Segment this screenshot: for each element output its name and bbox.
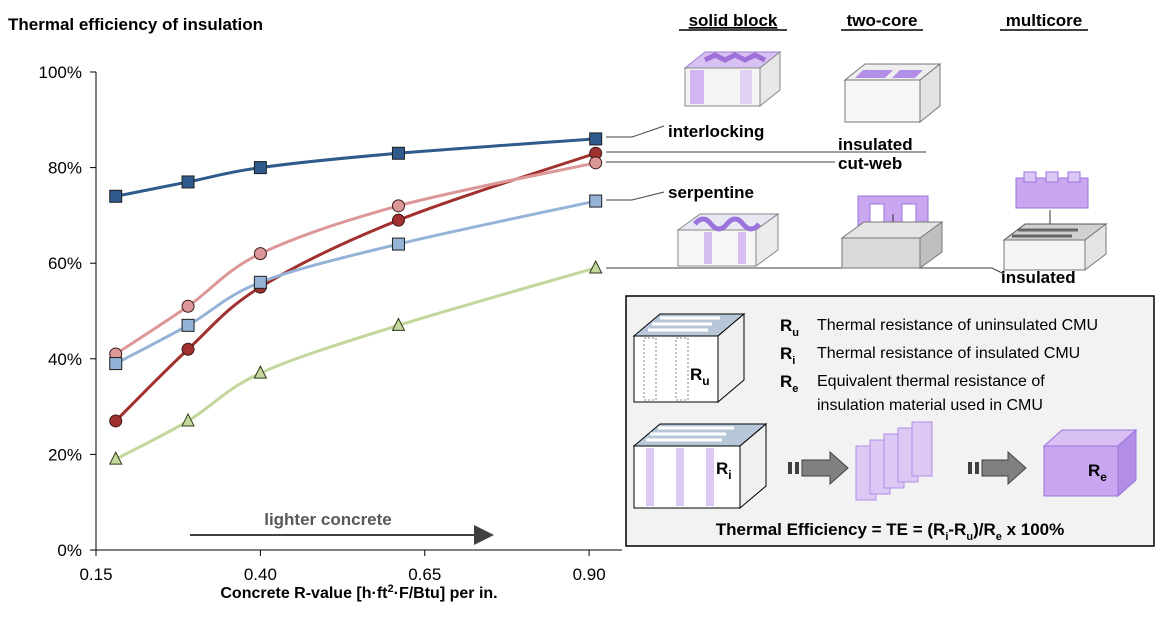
data-point-series-3 (253, 275, 267, 289)
header-multicore: multicore (1006, 11, 1083, 30)
leader-interlocking (606, 125, 665, 138)
y-tick-label: 100% (39, 63, 82, 82)
data-point-series-2 (181, 299, 195, 313)
two-core-cut-web-block-illustration (840, 195, 944, 269)
x-tick-label: 0.40 (244, 565, 277, 584)
solid-interlocking-block-illustration (683, 50, 782, 108)
equivalent-insulation-figure: Re (1042, 428, 1138, 498)
label-interlocking: interlocking (668, 122, 764, 141)
y-tick-label: 20% (48, 445, 82, 464)
series-layer (108, 132, 603, 465)
data-point-series-4 (181, 412, 195, 427)
series-line-4 (115, 266, 597, 461)
def-ri-text: Thermal resistance of insulated CMU (817, 345, 1080, 362)
svg-text:Ru: Ru (690, 365, 710, 388)
solid-serpentine-block-illustration (676, 213, 780, 267)
data-point-series-1 (181, 342, 195, 356)
data-point-series-3 (109, 357, 123, 371)
x-ticks: 0.15 0.40 0.65 0.90 (79, 550, 606, 584)
data-point-series-4 (588, 259, 603, 274)
y-tick-label: 80% (48, 159, 82, 178)
lighter-concrete-label: lighter concrete (264, 510, 392, 529)
def-ru-text: Thermal resistance of uninsulated CMU (817, 317, 1098, 334)
label-insulated-two-core: insulated (838, 135, 913, 154)
data-point-series-4 (391, 317, 406, 331)
data-point-series-0 (109, 189, 123, 203)
two-core-insulated-block-illustration (843, 62, 942, 124)
header-two-core: two-core (847, 11, 918, 30)
data-point-series-0 (253, 161, 267, 175)
insulation-extracted-figure (855, 421, 933, 501)
header-solid-block: solid block (689, 11, 778, 30)
def-re-symbol: Re (780, 372, 798, 395)
insulated-cmu-figure: Ri (632, 422, 768, 510)
transform-arrow-1 (788, 450, 849, 486)
def-ru-symbol: Ru (780, 316, 799, 339)
uninsulated-cmu-figure: Ru (632, 312, 746, 404)
data-point-series-1 (391, 213, 405, 227)
y-tick-label: 60% (48, 254, 82, 273)
data-point-series-2 (253, 247, 267, 261)
label-insulated-multicore: insulated (1001, 268, 1076, 287)
y-ticks: 0% 20% 40% 60% 80% 100% (39, 63, 96, 560)
leader-lines (606, 125, 1005, 275)
def-re-text-continued: insulation material used in CMU (817, 397, 1043, 414)
data-point-series-3 (391, 237, 405, 251)
data-point-series-2 (391, 199, 405, 213)
x-axis-label: Concrete R-value [h·ft2·F/Btu] per in. (220, 583, 497, 602)
label-serpentine: serpentine (668, 183, 754, 202)
data-point-series-0 (181, 175, 195, 189)
def-ri-symbol: Ri (780, 344, 795, 367)
leader-serpentine (606, 191, 665, 201)
series-line-3 (115, 199, 597, 365)
x-tick-label: 0.90 (573, 565, 606, 584)
y-tick-label: 40% (48, 350, 82, 369)
data-point-series-2 (589, 156, 603, 170)
data-point-series-0 (391, 146, 405, 160)
data-point-series-1 (109, 414, 123, 428)
y-tick-label: 0% (57, 541, 82, 560)
x-tick-label: 0.65 (408, 565, 441, 584)
data-point-series-3 (589, 194, 603, 208)
chart-title: Thermal efficiency of insulation (8, 15, 263, 34)
leader-insulated-multicore (606, 267, 1005, 275)
x-tick-label: 0.15 (79, 565, 112, 584)
data-point-series-3 (181, 318, 195, 332)
data-point-series-0 (589, 132, 603, 146)
svg-text:Ri: Ri (716, 459, 732, 482)
label-cut-web: cut-web (838, 154, 902, 173)
series-line-0 (115, 137, 596, 198)
transform-arrow-2 (968, 450, 1027, 486)
def-re-text: Equivalent thermal resistance of (817, 373, 1045, 390)
multicore-block-illustration (1002, 171, 1108, 272)
data-point-series-4 (253, 365, 268, 379)
series-line-2 (114, 161, 597, 356)
svg-text:Re: Re (1088, 461, 1107, 484)
thermal-efficiency-formula: Thermal Efficiency = TE = (Ri-Ru)/Re x 1… (716, 520, 1065, 543)
data-point-series-4 (108, 451, 123, 465)
